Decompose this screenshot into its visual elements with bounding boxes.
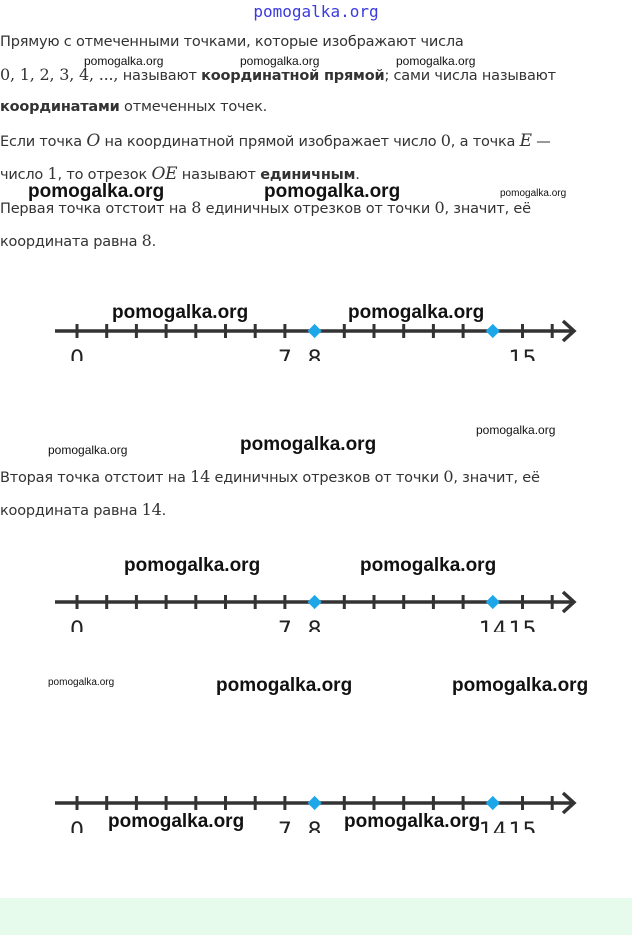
text: . xyxy=(161,503,167,519)
text: , значит, её xyxy=(444,201,531,217)
tick-label: 7 xyxy=(278,819,292,833)
paragraph-line: координата равна 8. xyxy=(0,231,156,250)
tick-label: 14 xyxy=(479,618,507,632)
tick-label: 15 xyxy=(509,819,537,833)
tick-label: 0 xyxy=(70,618,84,632)
text: на координатной прямой изображает число xyxy=(100,134,441,150)
paragraph-line: координата равна 14. xyxy=(0,500,166,519)
text: . xyxy=(151,234,157,250)
math: 14 xyxy=(141,500,162,519)
math: 0 xyxy=(443,467,454,486)
math: O xyxy=(86,131,101,151)
text: Если точка xyxy=(0,134,87,150)
math: 0 xyxy=(434,198,445,217)
math: E xyxy=(519,131,532,151)
watermark: pomogalka.org xyxy=(84,54,164,68)
watermark: pomogalka.org xyxy=(348,302,485,323)
watermark: pomogalka.org xyxy=(360,555,497,576)
math: 14 xyxy=(190,467,211,486)
paragraph-line: Первая точка отстоит на 8 единичных отре… xyxy=(0,198,531,217)
paragraph-line: число 1, то отрезок OE называют единичны… xyxy=(0,164,360,184)
watermark: pomogalka.org xyxy=(48,443,128,457)
point-marker xyxy=(485,323,500,339)
number-line-1: 0 7 8 15 xyxy=(55,319,577,361)
text: координата равна xyxy=(0,234,142,250)
paragraph-line: координатами отмеченных точек. xyxy=(0,99,267,115)
text: , то отрезок xyxy=(57,167,152,183)
bold-term: единичным xyxy=(260,167,356,183)
text: . xyxy=(355,167,360,183)
point-marker xyxy=(307,795,322,811)
point-marker xyxy=(307,594,322,610)
tick-label: 7 xyxy=(278,347,292,361)
watermark: pomogalka.org xyxy=(344,811,481,832)
watermark: pomogalka.org xyxy=(452,675,589,696)
math: 0, 1, 2, 3, 4, ..., xyxy=(0,65,119,84)
math: OE xyxy=(151,164,178,184)
point-marker xyxy=(485,594,500,610)
tick-label: 0 xyxy=(70,347,84,361)
text: координата равна xyxy=(0,503,142,519)
watermark: pomogalka.org xyxy=(112,302,249,323)
math: 0 xyxy=(440,131,451,150)
text: единичных отрезков от точки xyxy=(210,470,444,486)
text: ; сами числа называют xyxy=(384,68,556,84)
watermark: pomogalka.org xyxy=(216,675,353,696)
paragraph-line: Если точка O на координатной прямой изоб… xyxy=(0,131,551,151)
math: 8 xyxy=(141,231,152,250)
math: 1 xyxy=(47,164,58,183)
tick-label: 8 xyxy=(308,347,322,361)
tick-label: 14 xyxy=(479,819,507,833)
point-marker xyxy=(307,323,322,339)
watermark: pomogalka.org xyxy=(28,181,165,202)
text: , а точка xyxy=(450,134,520,150)
watermark: pomogalka.org xyxy=(476,423,556,437)
math: 8 xyxy=(191,198,202,217)
text: , значит, её xyxy=(453,470,540,486)
watermark: pomogalka.org xyxy=(240,54,320,68)
watermark: pomogalka.org xyxy=(264,181,401,202)
watermark: pomogalka.org xyxy=(240,434,377,455)
watermark: pomogalka.org xyxy=(124,555,261,576)
bold-term: координатной прямой xyxy=(201,68,385,84)
tick-label: 0 xyxy=(70,819,84,833)
watermark: pomogalka.org xyxy=(396,54,476,68)
number-line-2: 0 7 8 14 15 xyxy=(55,590,577,632)
paragraph-line: Вторая точка отстоит на 14 единичных отр… xyxy=(0,467,540,486)
tick-label: 8 xyxy=(308,618,322,632)
arrow-head xyxy=(561,319,577,343)
arrow-head xyxy=(561,791,577,815)
watermark: pomogalka.org xyxy=(500,188,567,199)
text: единичных отрезков от точки xyxy=(201,201,435,217)
watermark: pomogalka.org xyxy=(48,677,115,688)
site-watermark-header: pomogalka.org xyxy=(253,2,379,21)
tick-label: 7 xyxy=(278,618,292,632)
number-line-3: 0 7 8 14 15 xyxy=(55,791,577,833)
text: Вторая точка отстоит на xyxy=(0,470,191,486)
watermark: pomogalka.org xyxy=(108,811,245,832)
text: число xyxy=(0,167,48,183)
paragraph-line: Прямую с отмеченными точками, которые из… xyxy=(0,34,464,50)
text: отмеченных точек. xyxy=(119,99,268,115)
footer-band xyxy=(0,898,632,935)
text: называют xyxy=(177,167,261,183)
paragraph-line: 0, 1, 2, 3, 4, ..., называют координатно… xyxy=(0,65,556,84)
text: Прямую с отмеченными точками, которые из… xyxy=(0,34,464,50)
arrow-head xyxy=(561,590,577,614)
text: называют xyxy=(118,68,202,84)
tick-label: 8 xyxy=(308,819,322,833)
text: Первая точка отстоит на xyxy=(0,201,192,217)
point-marker xyxy=(485,795,500,811)
tick-label: 15 xyxy=(509,618,537,632)
tick-label: 15 xyxy=(509,347,537,361)
text: — xyxy=(531,134,551,150)
bold-term: координатами xyxy=(0,99,120,115)
